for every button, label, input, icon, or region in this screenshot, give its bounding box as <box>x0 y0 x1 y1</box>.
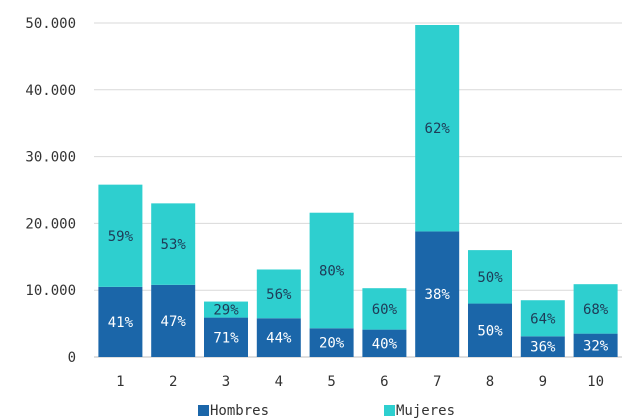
legend-label-mujeres: Mujeres <box>396 403 455 419</box>
bar-segment <box>468 303 512 357</box>
x-tick-label: 7 <box>433 374 441 390</box>
data-label: 80% <box>319 263 345 279</box>
x-axis: 1 2 3 4 5 6 7 8 9 10 <box>116 374 604 390</box>
bar-segment <box>151 284 196 357</box>
x-tick-label: 3 <box>222 374 230 390</box>
data-label: 50% <box>477 270 503 286</box>
y-tick-label: 0 <box>68 350 76 366</box>
data-label: 47% <box>161 314 187 330</box>
data-label: 53% <box>161 237 187 253</box>
bar-segment <box>415 231 460 357</box>
x-tick-label: 5 <box>327 374 335 390</box>
bar-segment <box>573 333 618 357</box>
bar-segment <box>309 212 354 329</box>
bar-segment <box>309 328 354 357</box>
legend: Hombres Mujeres <box>198 403 455 419</box>
bars: 41% 59% 47% 53% 71% 29% 44% 56% 20% 80% 40% 60% 38% 6… <box>98 25 618 357</box>
bar-segment <box>151 203 196 285</box>
y-tick-label: 40.000 <box>25 83 76 99</box>
bar-segment <box>256 269 301 319</box>
data-label: 71% <box>213 330 239 346</box>
y-tick-label: 10.000 <box>25 283 76 299</box>
data-label: 20% <box>319 336 345 352</box>
bar-segment <box>98 184 143 287</box>
data-label: 64% <box>530 311 556 327</box>
x-tick-label: 4 <box>275 374 283 390</box>
x-tick-label: 1 <box>116 374 124 390</box>
data-label: 62% <box>425 121 451 137</box>
bar-segment <box>362 288 407 330</box>
bar-segment <box>98 286 143 357</box>
data-label: 50% <box>477 323 503 339</box>
legend-swatch-mujeres <box>384 405 395 416</box>
y-tick-label: 20.000 <box>25 216 76 232</box>
bar-segment <box>520 336 565 357</box>
legend-swatch-hombres <box>198 405 209 416</box>
legend-label-hombres: Hombres <box>210 403 269 419</box>
data-label: 60% <box>372 302 398 318</box>
bar-segment <box>520 300 565 337</box>
bar-segment <box>256 318 301 357</box>
bar-segment <box>362 329 407 357</box>
bar-segment <box>204 317 248 357</box>
x-tick-label: 9 <box>539 374 547 390</box>
data-label: 41% <box>108 315 134 331</box>
bar-segment <box>573 284 618 334</box>
data-label: 59% <box>108 229 134 245</box>
x-tick-label: 2 <box>169 374 177 390</box>
bar-segment <box>468 250 512 304</box>
x-tick-label: 8 <box>486 374 494 390</box>
data-label: 38% <box>425 287 451 303</box>
y-tick-label: 50.000 <box>25 16 76 32</box>
data-label: 40% <box>372 336 398 352</box>
data-label: 36% <box>530 340 556 356</box>
data-label: 44% <box>266 331 292 347</box>
data-label: 32% <box>583 338 609 354</box>
x-tick-label: 6 <box>380 374 388 390</box>
data-label: 56% <box>266 287 292 303</box>
y-tick-label: 30.000 <box>25 150 76 166</box>
data-label: 29% <box>213 303 239 319</box>
bar-segment <box>415 25 460 232</box>
y-axis: 0 10.000 20.000 30.000 40.000 50.000 <box>25 16 76 366</box>
bar-segment <box>204 301 248 318</box>
data-label: 68% <box>583 302 609 318</box>
x-tick-label: 10 <box>587 374 604 390</box>
